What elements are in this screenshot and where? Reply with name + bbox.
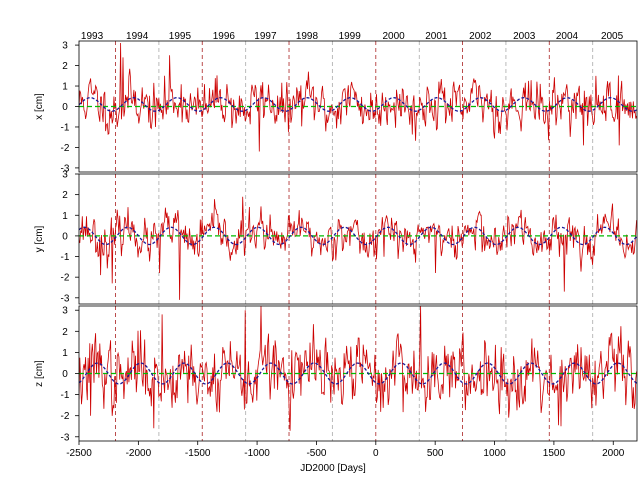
- x-tick-label: 500: [427, 448, 444, 459]
- seasonal-fit-line-y: [79, 226, 637, 246]
- y-tick-label: 3: [62, 41, 68, 52]
- y-tick-label: -1: [61, 122, 70, 133]
- panel-x: -3 -2 -1 0 1 2 3 x [cm]: [34, 41, 638, 174]
- year-label-2003: 2003: [513, 31, 536, 42]
- x-tick-label: -1000: [244, 448, 270, 459]
- year-label-1993: 1993: [81, 31, 104, 42]
- year-label-1999: 1999: [339, 31, 362, 42]
- x-tick-label: 0: [373, 448, 379, 459]
- y-tick-label: 1: [62, 348, 68, 359]
- y-tick-label: -3: [61, 293, 70, 304]
- panel-frame-y: [78, 173, 638, 305]
- y-tick-label: 2: [62, 61, 68, 72]
- x-axis-label: JD2000 [Days]: [300, 463, 366, 474]
- year-label-1995: 1995: [169, 31, 192, 42]
- y-tick-label: -1: [61, 390, 70, 401]
- y-tick-label: 0: [62, 369, 68, 380]
- x-tick-label: -500: [306, 448, 326, 459]
- y-tick-label: -3: [61, 432, 70, 443]
- x-tick-label: -2000: [126, 448, 152, 459]
- x-tick-label: -1500: [185, 448, 211, 459]
- y-tick-label: 2: [62, 327, 68, 338]
- panel-y: -3 -2 -1 0 1 2 3 y [cm]: [34, 170, 638, 305]
- y-tick-label: -3: [61, 163, 70, 174]
- y-tick-label: 0: [62, 102, 68, 113]
- year-label-2002: 2002: [469, 31, 492, 42]
- year-label-1998: 1998: [296, 31, 319, 42]
- x-tick-label: -2500: [66, 448, 92, 459]
- x-tick-label: 1000: [483, 448, 506, 459]
- panel-plot-x: [79, 41, 637, 172]
- y-tick-label: 3: [62, 170, 68, 181]
- panel-plot-z: [79, 306, 637, 441]
- x-tick-label: 1500: [543, 448, 566, 459]
- y-tick-label: -1: [61, 252, 70, 263]
- series-line-y: [79, 196, 637, 300]
- y-tick-label: -2: [61, 273, 70, 284]
- y-tick-label: 1: [62, 82, 68, 93]
- year-label-1997: 1997: [254, 31, 277, 42]
- series-line-z: [79, 306, 637, 431]
- y-tick-label: -2: [61, 143, 70, 154]
- seasonal-fit-line-x: [79, 97, 637, 112]
- series-line-x: [79, 42, 637, 152]
- year-label-2005: 2005: [601, 31, 624, 42]
- year-label-1994: 1994: [126, 31, 149, 42]
- y-tick-label: 0: [62, 231, 68, 242]
- panel-z: -3 -2 -1 0 1 2 3 z [cm]: [34, 305, 638, 443]
- year-label-2004: 2004: [556, 31, 579, 42]
- y-tick-label: 3: [62, 306, 68, 317]
- year-label-1996: 1996: [213, 31, 236, 42]
- y-tick-label: -2: [61, 411, 70, 422]
- y-axis-label-x: x [cm]: [34, 93, 45, 120]
- year-label-2000: 2000: [382, 31, 405, 42]
- y-axis-label-y: y [cm]: [34, 225, 45, 252]
- x-tick-label: 2000: [602, 448, 625, 459]
- seasonal-fit-line-z: [79, 362, 637, 385]
- y-tick-label: 1: [62, 211, 68, 222]
- y-tick-label: 2: [62, 190, 68, 201]
- y-axis-label-z: z [cm]: [34, 360, 45, 387]
- panel-plot-y: [79, 174, 637, 304]
- year-label-2001: 2001: [425, 31, 448, 42]
